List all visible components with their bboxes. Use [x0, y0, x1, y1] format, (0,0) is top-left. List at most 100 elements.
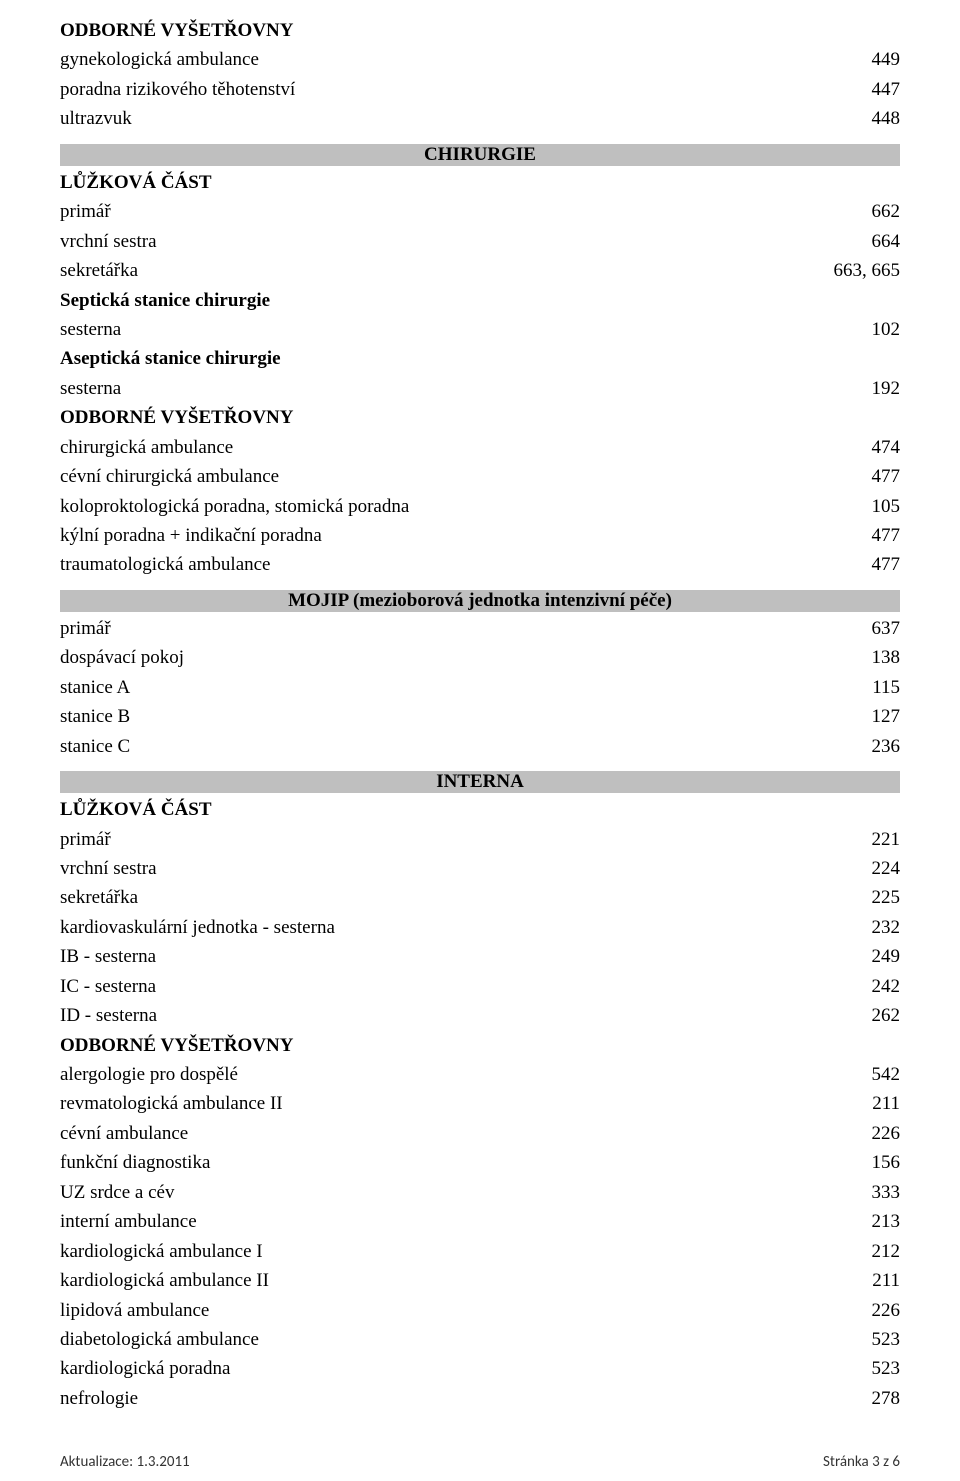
row-value: 477 [790, 521, 900, 550]
row-label: koloproktologická poradna, stomická pora… [60, 492, 790, 521]
row-label: sekretářka [60, 883, 790, 912]
table-row: diabetologická ambulance 523 [60, 1325, 900, 1354]
table-row: stanice C 236 [60, 732, 900, 761]
heading-text: ODBORNÉ VYŠETŘOVNY [60, 1031, 790, 1060]
row-label: chirurgická ambulance [60, 433, 790, 462]
subheading-text: Aseptická stanice chirurgie [60, 344, 790, 373]
row-value: 221 [790, 825, 900, 854]
row-value: 211 [790, 1266, 900, 1295]
row-label: UZ srdce a cév [60, 1178, 790, 1207]
section-bar-mojip: MOJIP (mezioborová jednotka intenzivní p… [60, 590, 900, 612]
heading-text: ODBORNÉ VYŠETŘOVNY [60, 16, 790, 45]
table-row: primář 221 [60, 825, 900, 854]
table-row: UZ srdce a cév 333 [60, 1178, 900, 1207]
row-value: 542 [790, 1060, 900, 1089]
table-row: kardiologická poradna 523 [60, 1354, 900, 1383]
row-label: kýlní poradna + indikační poradna [60, 521, 790, 550]
table-row: ultrazvuk 448 [60, 104, 900, 133]
table-row: gynekologická ambulance 449 [60, 45, 900, 74]
table-row: nefrologie 278 [60, 1384, 900, 1413]
table-row: poradna rizikového těhotenství 447 [60, 75, 900, 104]
table-row: traumatologická ambulance 477 [60, 550, 900, 579]
table-row: interní ambulance 213 [60, 1207, 900, 1236]
section-bar-interna: INTERNA [60, 771, 900, 793]
row-label: traumatologická ambulance [60, 550, 790, 579]
table-row: alergologie pro dospělé 542 [60, 1060, 900, 1089]
row-value: 477 [790, 550, 900, 579]
table-row: cévní ambulance 226 [60, 1119, 900, 1148]
table-row: vrchní sestra 224 [60, 854, 900, 883]
table-row: vrchní sestra 664 [60, 227, 900, 256]
table-row: primář 662 [60, 197, 900, 226]
row-label: alergologie pro dospělé [60, 1060, 790, 1089]
heading-text: ODBORNÉ VYŠETŘOVNY [60, 403, 790, 432]
row-label: ID - sesterna [60, 1001, 790, 1030]
heading-text: LŮŽKOVÁ ČÁST [60, 168, 790, 197]
row-label: kardiologická ambulance I [60, 1237, 790, 1266]
row-label: nefrologie [60, 1384, 790, 1413]
heading-luzkova-interna: LŮŽKOVÁ ČÁST [60, 795, 900, 824]
row-label: lipidová ambulance [60, 1296, 790, 1325]
table-row: revmatologická ambulance II 211 [60, 1089, 900, 1118]
row-value: 664 [790, 227, 900, 256]
row-value: 262 [790, 1001, 900, 1030]
table-row: ID - sesterna 262 [60, 1001, 900, 1030]
row-label: stanice A [60, 673, 790, 702]
row-value: 663, 665 [790, 256, 900, 285]
row-label: stanice C [60, 732, 790, 761]
row-label: gynekologická ambulance [60, 45, 790, 74]
page: ODBORNÉ VYŠETŘOVNY gynekologická ambulan… [0, 0, 960, 1481]
row-label: revmatologická ambulance II [60, 1089, 790, 1118]
row-value: 278 [790, 1384, 900, 1413]
row-value: 192 [790, 374, 900, 403]
subheading-septicka: Septická stanice chirurgie [60, 286, 900, 315]
table-row: kardiologická ambulance I 212 [60, 1237, 900, 1266]
row-label: cévní chirurgická ambulance [60, 462, 790, 491]
heading-odborne-top: ODBORNÉ VYŠETŘOVNY [60, 16, 900, 45]
table-row: lipidová ambulance 226 [60, 1296, 900, 1325]
section-title: MOJIP (mezioborová jednotka intenzivní p… [288, 590, 672, 612]
row-value: 138 [790, 643, 900, 672]
row-value: 232 [790, 913, 900, 942]
row-value: 662 [790, 197, 900, 226]
table-row: chirurgická ambulance 474 [60, 433, 900, 462]
footer-left: Aktualizace: 1.3.2011 [60, 1453, 190, 1471]
row-value: 213 [790, 1207, 900, 1236]
section-title: INTERNA [436, 771, 524, 793]
section-title: CHIRURGIE [424, 144, 536, 166]
table-row: sesterna 102 [60, 315, 900, 344]
table-row: funkční diagnostika 156 [60, 1148, 900, 1177]
row-label: interní ambulance [60, 1207, 790, 1236]
row-value: 236 [790, 732, 900, 761]
row-value: 115 [790, 673, 900, 702]
heading-odborne-chirurgie: ODBORNÉ VYŠETŘOVNY [60, 403, 900, 432]
row-value: 211 [790, 1089, 900, 1118]
row-label: ultrazvuk [60, 104, 790, 133]
row-value: 127 [790, 702, 900, 731]
row-value: 226 [790, 1119, 900, 1148]
table-row: koloproktologická poradna, stomická pora… [60, 492, 900, 521]
row-label: primář [60, 614, 790, 643]
row-value: 449 [790, 45, 900, 74]
row-value: 225 [790, 883, 900, 912]
row-value: 523 [790, 1325, 900, 1354]
table-row: kýlní poradna + indikační poradna 477 [60, 521, 900, 550]
row-label: kardiovaskulární jednotka - sesterna [60, 913, 790, 942]
row-label: sekretářka [60, 256, 790, 285]
row-value: 523 [790, 1354, 900, 1383]
footer-right: Stránka 3 z 6 [823, 1453, 900, 1471]
row-label: poradna rizikového těhotenství [60, 75, 790, 104]
row-label: sesterna [60, 315, 790, 344]
row-value: 637 [790, 614, 900, 643]
row-label: vrchní sestra [60, 854, 790, 883]
table-row: stanice B 127 [60, 702, 900, 731]
row-value: 249 [790, 942, 900, 971]
row-label: primář [60, 825, 790, 854]
table-row: sekretářka 663, 665 [60, 256, 900, 285]
subheading-asepticka: Aseptická stanice chirurgie [60, 344, 900, 373]
row-value: 224 [790, 854, 900, 883]
table-row: stanice A 115 [60, 673, 900, 702]
row-value: 226 [790, 1296, 900, 1325]
table-row: IB - sesterna 249 [60, 942, 900, 971]
table-row: kardiologická ambulance II 211 [60, 1266, 900, 1295]
